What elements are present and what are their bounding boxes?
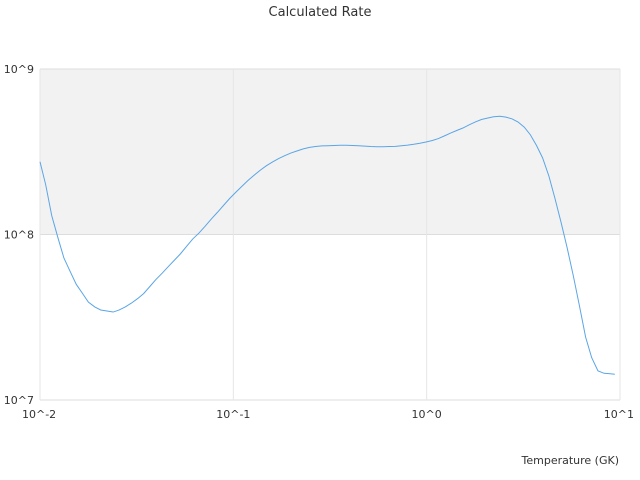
x-tick-label: 10^0 [412,408,442,421]
y-tick-label: 10^8 [4,229,34,242]
tick-labels: 10^7 10^8 10^9 10^-2 10^-1 10^0 10^1 [4,63,634,421]
x-tick-label: 10^-1 [216,408,250,421]
x-tick-label: 10^-2 [22,408,56,421]
x-axis-label: Temperature (GK) [521,454,620,467]
y-tick-label: 10^9 [4,63,34,76]
shaded-band [40,69,620,235]
x-tick-label: 10^1 [604,408,634,421]
chart-title: Calculated Rate [269,5,372,20]
grid-lines [39,68,621,401]
y-tick-label: 10^7 [4,394,34,407]
series-line [39,115,615,375]
